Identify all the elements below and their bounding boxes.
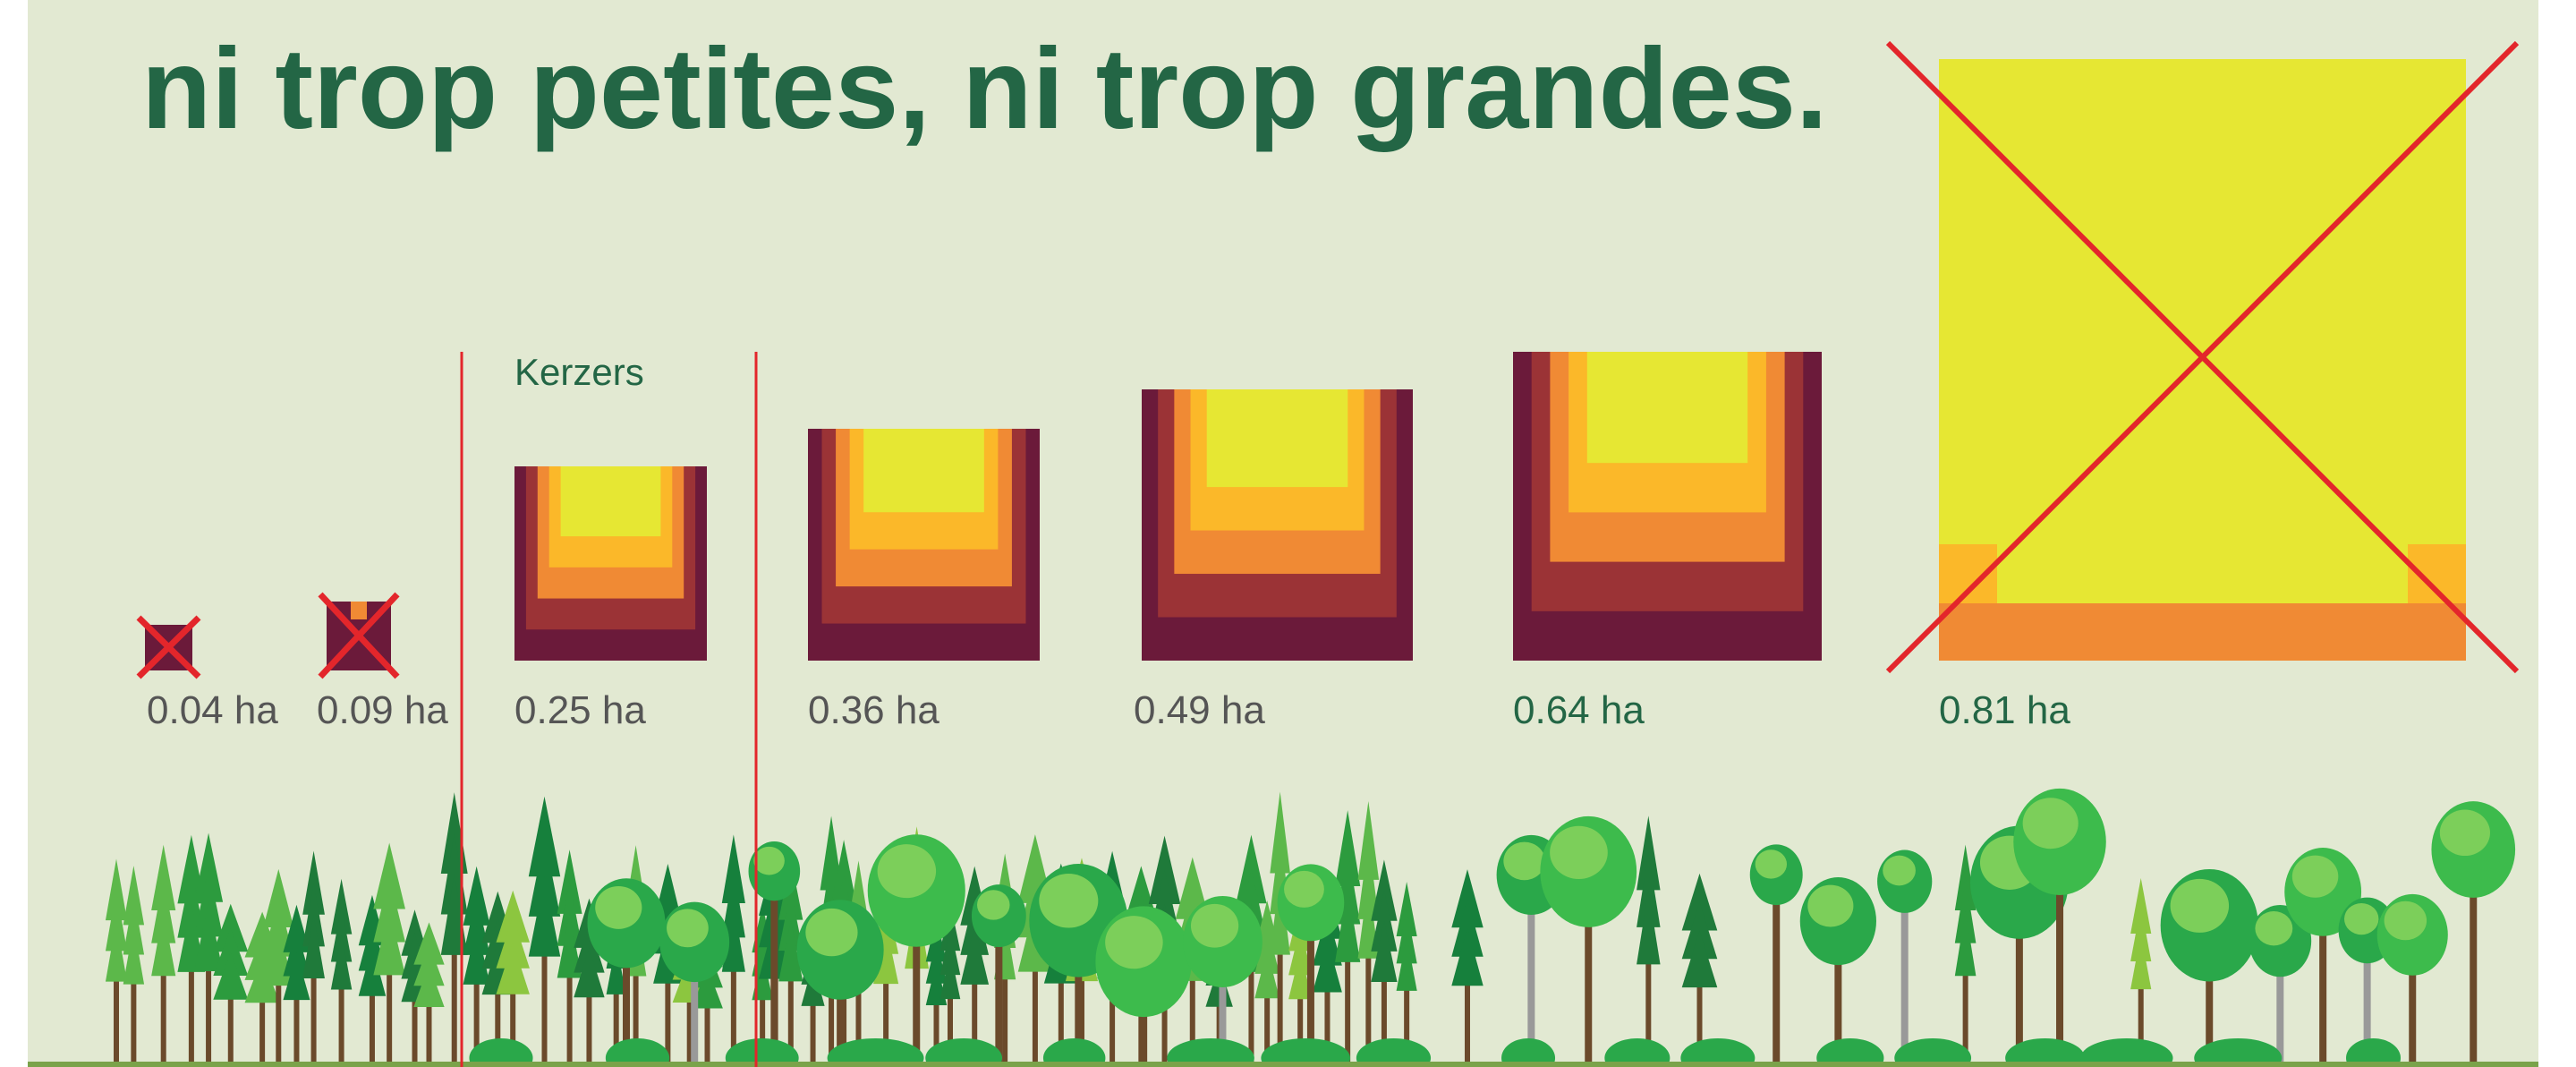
plot-label: 0.09 ha <box>317 688 448 732</box>
page: ni trop petites, ni trop grandes. Kerzer… <box>0 0 2576 1067</box>
title: ni trop petites, ni trop grandes. <box>141 25 1828 153</box>
foliage <box>1883 856 1916 886</box>
plot-zone <box>863 429 984 512</box>
foliage <box>1503 842 1545 881</box>
plot-square <box>514 466 707 661</box>
plot-label: 0.36 ha <box>808 688 939 732</box>
foliage <box>805 909 857 956</box>
plot-label: 0.81 ha <box>1939 688 2070 732</box>
foliage <box>878 844 936 898</box>
annotation: Kerzers <box>514 351 644 393</box>
foliage <box>2023 798 2079 849</box>
foliage <box>2171 879 2229 933</box>
foliage <box>2255 911 2292 945</box>
foliage <box>977 890 1009 919</box>
plot-label: 0.64 ha <box>1513 688 1645 732</box>
foliage <box>1284 871 1324 908</box>
plot-label: 0.04 ha <box>147 688 278 732</box>
foliage <box>595 886 642 929</box>
plot-label: 0.49 ha <box>1134 688 1265 732</box>
plot-square <box>1142 389 1413 661</box>
foliage <box>2292 856 2338 898</box>
foliage <box>2440 810 2490 856</box>
foliage <box>1550 826 1608 879</box>
plot-zone <box>1997 544 2408 603</box>
plot-zone <box>351 602 367 619</box>
foliage <box>1807 885 1853 927</box>
ground <box>28 1062 2538 1067</box>
plot-square <box>808 429 1040 661</box>
plot-zone <box>1207 389 1348 487</box>
foliage <box>1105 916 1163 969</box>
infographic: ni trop petites, ni trop grandes. Kerzer… <box>0 0 2576 1067</box>
foliage <box>1191 904 1238 948</box>
foliage <box>2385 901 2427 941</box>
foliage <box>1039 874 1098 928</box>
plot-square <box>1513 352 1822 661</box>
foliage <box>753 847 785 875</box>
plot-zone <box>1939 603 2466 661</box>
foliage <box>667 909 709 947</box>
foliage <box>2344 903 2378 935</box>
plot-label: 0.25 ha <box>514 688 646 732</box>
plot-zone <box>1587 352 1747 463</box>
foliage <box>1756 849 1787 878</box>
plot-zone <box>561 466 661 536</box>
